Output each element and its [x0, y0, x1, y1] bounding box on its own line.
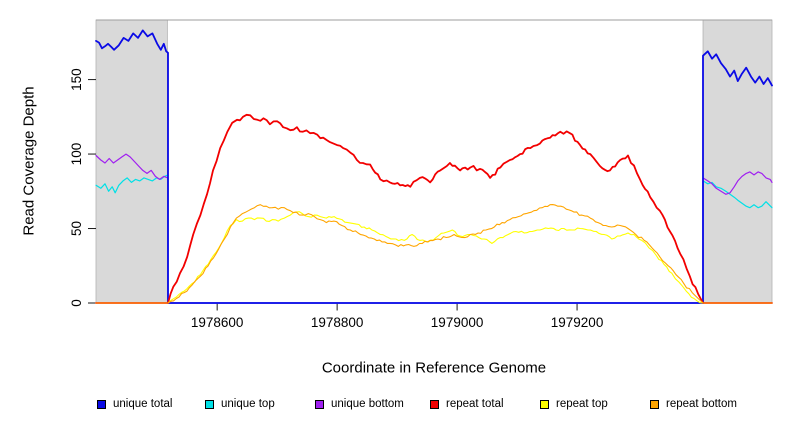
legend-label: repeat total: [446, 398, 504, 410]
legend-item-unique-total: unique total: [97, 397, 172, 411]
y-tick-label: 150: [69, 68, 84, 91]
legend-item-repeat-top: repeat top: [540, 397, 608, 411]
legend-item-repeat-total: repeat total: [430, 397, 504, 411]
series-unique-total: [95, 29, 773, 304]
legend-swatch-unique-bottom: [315, 399, 324, 409]
series-repeat-top: [95, 211, 773, 304]
shaded-flank-left: [95, 19, 168, 304]
legend-item-unique-top: unique top: [205, 397, 275, 411]
legend-swatch-unique-top: [205, 399, 214, 409]
legend-label: unique bottom: [331, 398, 404, 410]
series-repeat-total: [95, 113, 773, 304]
series-repeat-bottom: [95, 204, 773, 304]
x-tick-label: 1979000: [431, 315, 484, 330]
legend-label: repeat bottom: [666, 398, 737, 410]
y-axis-title: Read Coverage Depth: [20, 86, 38, 236]
legend-label: repeat top: [556, 398, 608, 410]
x-axis-title: Coordinate in Reference Genome: [321, 359, 547, 377]
y-tick-label: 0: [69, 299, 84, 307]
legend-swatch-repeat-bottom: [650, 399, 659, 409]
x-tick-label: 1978600: [191, 315, 244, 330]
legend-swatch-unique-total: [97, 399, 106, 409]
x-tick-label: 1978800: [311, 315, 364, 330]
y-tick-label: 50: [69, 221, 84, 236]
legend-label: unique top: [221, 398, 275, 410]
legend-swatch-repeat-total: [430, 399, 439, 409]
legend-label: unique total: [113, 398, 173, 410]
y-tick-label: 100: [69, 143, 84, 166]
legend-swatch-repeat-top: [540, 399, 549, 409]
legend-item-unique-bottom: unique bottom: [315, 397, 404, 411]
x-tick-label: 1979200: [551, 315, 604, 330]
legend-item-repeat-bottom: repeat bottom: [650, 397, 737, 411]
shaded-flank-right: [702, 19, 773, 304]
